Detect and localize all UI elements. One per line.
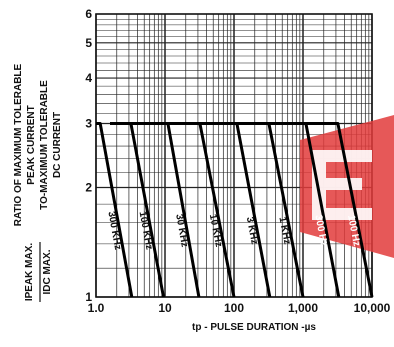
series-label: 3 KHz bbox=[244, 216, 260, 245]
y-tick-label: 4 bbox=[85, 71, 92, 85]
series-group bbox=[96, 122, 374, 298]
y-tick-label: 5 bbox=[85, 36, 92, 50]
series-label: 30 KHz bbox=[173, 213, 190, 248]
ylabel-line-2: PEAK CURRENT bbox=[26, 105, 37, 184]
watermark-logo bbox=[300, 115, 394, 258]
series-label: 100 KHz bbox=[137, 211, 155, 251]
series-label: 300 KHz bbox=[105, 211, 123, 251]
series-line bbox=[110, 122, 165, 298]
series-line bbox=[110, 122, 374, 298]
series-label: 1 KHz bbox=[276, 216, 292, 245]
ylabel-line-1: RATIO OF MAXIMUM TOLERABLE bbox=[13, 63, 24, 226]
ylabel-line-4: DC CURRENT bbox=[52, 112, 63, 178]
series-line bbox=[96, 122, 134, 298]
y-tick-labels: 1 2 3 4 5 6 bbox=[85, 7, 92, 304]
series-label: 10 KHz bbox=[207, 213, 224, 248]
y-tick-label: 2 bbox=[85, 181, 92, 195]
x-tick-label: 10,000 bbox=[354, 301, 391, 315]
y-tick-label: 1 bbox=[85, 290, 92, 304]
x-tick-label: 1,000 bbox=[288, 301, 318, 315]
x-tick-labels: 1.0 10 100 1,000 10,000 bbox=[88, 301, 391, 315]
y-tick-label: 3 bbox=[85, 116, 92, 130]
y-tick-label: 6 bbox=[85, 7, 92, 21]
x-tick-label: 1.0 bbox=[88, 301, 105, 315]
x-tick-label: 100 bbox=[224, 301, 244, 315]
ylabel-line-3: TO-MAXIMUM TOLERABLE bbox=[39, 80, 50, 210]
x-tick-label: 10 bbox=[158, 301, 172, 315]
x-axis-label: tp - PULSE DURATION -µs bbox=[192, 322, 316, 333]
series-line bbox=[110, 122, 272, 298]
ylabel-fraction-numerator: IPEAK MAX. bbox=[24, 243, 35, 302]
ylabel-fraction-denominator: IDC MAX. bbox=[42, 249, 53, 294]
